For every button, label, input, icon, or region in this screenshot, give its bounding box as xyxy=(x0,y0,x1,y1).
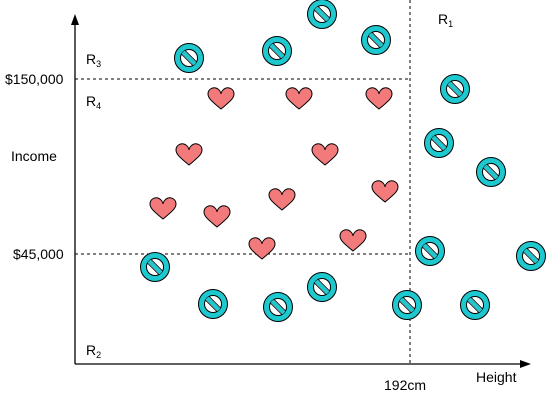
y-axis-arrow xyxy=(71,14,79,25)
no-symbol-icon xyxy=(514,239,548,273)
heart-icon xyxy=(371,180,399,203)
region-name: R xyxy=(438,11,449,27)
region-sub: 1 xyxy=(448,19,454,29)
region-name: R xyxy=(86,342,97,358)
heart-icon xyxy=(311,143,339,166)
no-symbol-icon xyxy=(196,287,230,321)
region-label-r4: R4 xyxy=(86,93,101,111)
region-sub: 3 xyxy=(96,59,102,69)
heart-icon xyxy=(248,237,276,260)
no-symbol-icon xyxy=(261,290,295,324)
region-sub: 2 xyxy=(96,350,102,360)
heart-icon xyxy=(175,143,203,166)
no-symbol-icon xyxy=(390,288,424,322)
no-symbol-icon xyxy=(422,126,456,160)
heart-icon xyxy=(365,87,393,110)
region-name: R xyxy=(86,51,97,67)
no-symbol-icon xyxy=(305,0,339,31)
no-symbol-icon xyxy=(438,72,472,106)
no-symbol-icon xyxy=(138,250,172,284)
y-axis-label: Income xyxy=(11,148,57,164)
x-axis-arrow xyxy=(520,360,531,368)
region-sub: 4 xyxy=(96,101,102,111)
heart-icon xyxy=(285,87,313,110)
no-symbol-icon xyxy=(359,23,393,57)
region-label-r2: R2 xyxy=(86,342,101,360)
heart-icon xyxy=(207,87,235,110)
heart-icon xyxy=(339,229,367,252)
no-symbol-icon xyxy=(474,155,508,189)
no-symbol-icon xyxy=(305,270,339,304)
no-symbol-icon xyxy=(260,34,294,68)
heart-icon xyxy=(203,205,231,228)
no-symbol-icon xyxy=(413,234,447,268)
y-tick-high-label: $150,000 xyxy=(5,71,64,87)
no-symbol-icon xyxy=(172,41,206,75)
x-axis-label: Height xyxy=(476,369,517,385)
region-label-r3: R3 xyxy=(86,51,101,69)
y-tick-low-label: $45,000 xyxy=(13,246,64,262)
heart-icon xyxy=(268,188,296,211)
no-symbol-icon xyxy=(458,288,492,322)
heart-icon xyxy=(149,197,177,220)
x-split-label: 192cm xyxy=(384,377,427,393)
region-name: R xyxy=(86,93,97,109)
region-label-r1: R1 xyxy=(438,11,453,29)
